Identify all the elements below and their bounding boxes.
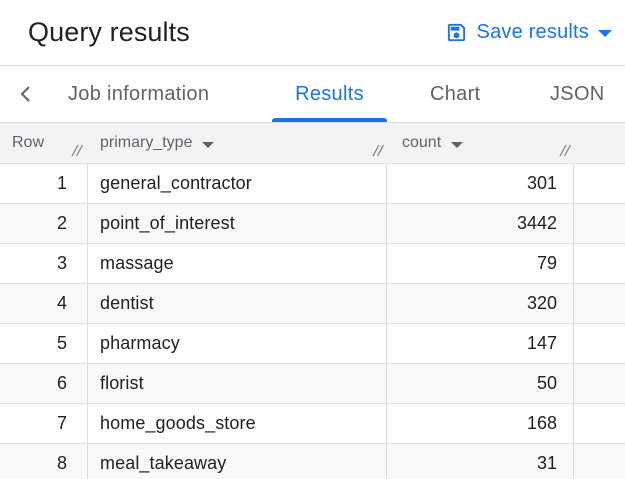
column-header-row: Row bbox=[12, 123, 44, 163]
caret-down-icon bbox=[598, 30, 612, 37]
table-body: 1 general_contractor 301 2 point_of_inte… bbox=[0, 164, 625, 479]
empty-cell bbox=[573, 444, 625, 479]
column-label: count bbox=[402, 134, 442, 151]
empty-cell bbox=[573, 164, 625, 203]
column-resize-handle[interactable] bbox=[70, 144, 84, 157]
empty-cell bbox=[573, 244, 625, 283]
table-row: 1 general_contractor 301 bbox=[0, 164, 625, 204]
save-results-label: Save results bbox=[476, 21, 589, 43]
primary-type-cell: florist bbox=[87, 364, 386, 403]
count-cell: 147 bbox=[386, 324, 573, 363]
tab-json[interactable]: JSON bbox=[526, 66, 625, 122]
primary-type-cell: dentist bbox=[87, 284, 386, 323]
column-header-count[interactable]: count bbox=[402, 123, 464, 163]
table-row: 2 point_of_interest 3442 bbox=[0, 204, 625, 244]
primary-type-cell: point_of_interest bbox=[87, 204, 386, 243]
primary-type-cell: home_goods_store bbox=[87, 404, 386, 443]
save-icon bbox=[447, 23, 465, 42]
table-header: Row primary_type count bbox=[0, 123, 625, 164]
row-number-cell: 4 bbox=[56, 293, 67, 313]
primary-type-cell: pharmacy bbox=[87, 324, 386, 363]
row-number-cell: 7 bbox=[56, 413, 67, 433]
table-row: 7 home_goods_store 168 bbox=[0, 404, 625, 444]
sort-caret-icon bbox=[202, 141, 215, 148]
tab-results[interactable]: Results bbox=[272, 66, 387, 122]
empty-cell bbox=[573, 404, 625, 443]
tab-label: Job information bbox=[68, 82, 210, 105]
table-row: 8 meal_takeaway 31 bbox=[0, 444, 625, 479]
count-cell: 320 bbox=[386, 284, 573, 323]
title-bar: Query results Save results bbox=[0, 0, 625, 66]
column-header-primary-type[interactable]: primary_type bbox=[100, 123, 215, 163]
row-number-cell: 1 bbox=[56, 173, 67, 193]
tab-label: Results bbox=[295, 82, 364, 105]
page-title: Query results bbox=[28, 17, 190, 47]
tab-label: JSON bbox=[550, 82, 605, 105]
column-label: primary_type bbox=[100, 134, 193, 151]
count-cell: 168 bbox=[386, 404, 573, 443]
primary-type-cell: general_contractor bbox=[87, 164, 386, 203]
row-number-cell: 5 bbox=[56, 333, 67, 353]
sort-caret-icon bbox=[451, 141, 464, 148]
table-row: 6 florist 50 bbox=[0, 364, 625, 404]
count-cell: 50 bbox=[386, 364, 573, 403]
table-row: 4 dentist 320 bbox=[0, 284, 625, 324]
tab-job-information[interactable]: Job information bbox=[44, 66, 267, 122]
row-number-cell: 3 bbox=[56, 253, 67, 273]
column-resize-handle[interactable] bbox=[371, 144, 385, 157]
column-resize-handle[interactable] bbox=[558, 144, 572, 157]
tab-chart[interactable]: Chart bbox=[406, 66, 516, 122]
primary-type-cell: meal_takeaway bbox=[87, 444, 386, 479]
row-number-cell: 6 bbox=[56, 373, 67, 393]
empty-cell bbox=[573, 204, 625, 243]
primary-type-cell: massage bbox=[87, 244, 386, 283]
back-chevron-button[interactable] bbox=[10, 66, 40, 122]
row-number-cell: 2 bbox=[56, 213, 67, 233]
empty-cell bbox=[573, 364, 625, 403]
tab-bar: Job information Results Chart JSON bbox=[0, 66, 625, 123]
chevron-left-icon bbox=[20, 86, 30, 102]
table-row: 5 pharmacy 147 bbox=[0, 324, 625, 364]
count-cell: 79 bbox=[386, 244, 573, 283]
count-cell: 301 bbox=[386, 164, 573, 203]
count-cell: 31 bbox=[386, 444, 573, 479]
empty-cell bbox=[573, 324, 625, 363]
save-results-button[interactable]: Save results bbox=[445, 0, 612, 65]
count-cell: 3442 bbox=[386, 204, 573, 243]
column-label: Row bbox=[12, 134, 45, 151]
row-number-cell: 8 bbox=[56, 453, 67, 473]
empty-cell bbox=[573, 284, 625, 323]
tab-label: Chart bbox=[430, 82, 481, 105]
table-row: 3 massage 79 bbox=[0, 244, 625, 284]
